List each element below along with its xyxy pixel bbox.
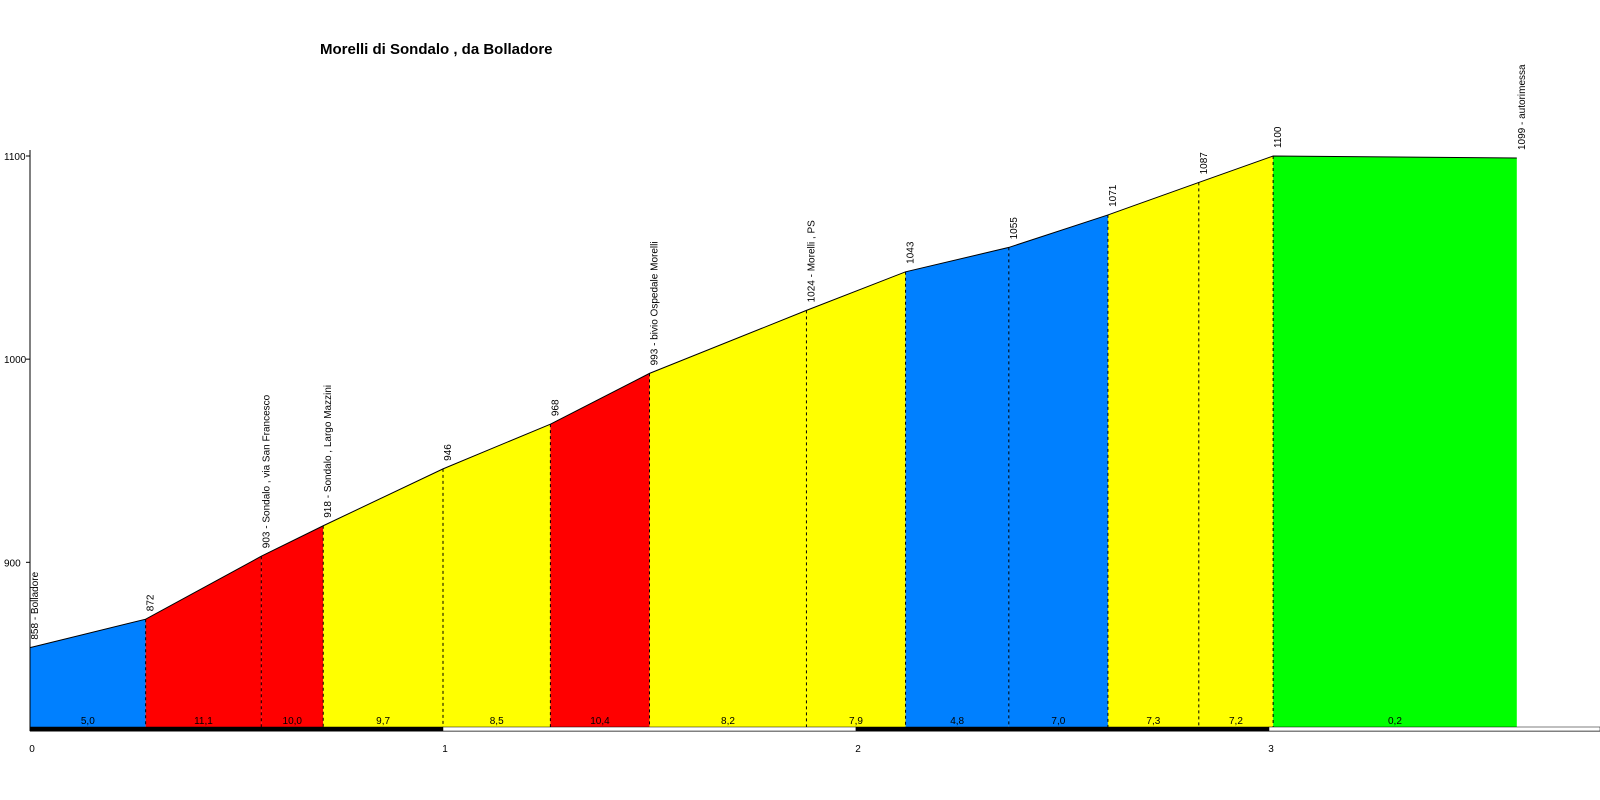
segment-area-3 (261, 525, 324, 731)
segment-area-12 (1198, 156, 1274, 731)
gradient-label-11: 7,3 (1146, 716, 1160, 727)
gradient-label-9: 4,8 (950, 716, 964, 727)
chart-title: Morelli di Sondalo , da Bolladore (320, 41, 553, 58)
gradient-label-4: 9,7 (376, 716, 390, 727)
x-tick-label-2: 2 (855, 744, 861, 755)
point-label-2: 872 (146, 594, 157, 611)
gradient-label-3: 10,0 (283, 716, 303, 727)
gradient-label-13: 0,2 (1388, 716, 1402, 727)
point-label-3: 903 - Sondalo , via San Francesco (261, 394, 272, 548)
point-label-7: 993 - bivio Ospedale Morelli (650, 241, 661, 365)
segment-area-13 (1273, 156, 1517, 731)
x-axis-ticks: 0 1 2 3 (29, 744, 1274, 755)
point-label-13: 1100 (1273, 126, 1284, 148)
elevation-profile-line (29, 155, 1517, 649)
point-label-1: 858 - Bolladore (30, 571, 41, 639)
point-label-6: 968 (550, 399, 561, 416)
point-annotations: 858 - Bolladore 872 903 - Sondalo , via Sa… (30, 64, 1528, 640)
segment-area-4 (323, 468, 443, 731)
segment-area-1 (30, 619, 146, 731)
distance-scale-bar (29, 726, 1600, 732)
gradient-label-2: 11,1 (194, 716, 213, 727)
segment-area-6 (550, 373, 650, 731)
x-tick-label-1: 1 (442, 744, 448, 755)
segment-dividers (145, 156, 1274, 731)
gradient-label-7: 8,2 (721, 716, 735, 727)
gradient-label-1: 5,0 (81, 716, 95, 727)
point-label-5: 946 (443, 444, 454, 461)
gradient-label-6: 10,4 (590, 716, 610, 727)
gradient-label-10: 7,0 (1051, 716, 1065, 727)
segment-area-11 (1107, 182, 1199, 731)
gradient-labels: 5,0 11,1 10,0 9,7 8,5 10,4 8,2 7,9 4,8 7,0 7,3 7,2 0… (81, 716, 1402, 727)
point-label-10: 1055 (1009, 217, 1020, 240)
point-label-12: 1087 (1199, 152, 1210, 175)
segment-area-10 (1008, 214, 1108, 732)
gradient-label-8: 7,9 (849, 716, 863, 727)
point-label-11: 1071 (1108, 184, 1119, 207)
point-label-8: 1024 - Morelli , PS (806, 220, 817, 303)
point-label-4: 918 - Sondalo , Largo Mazzini (323, 385, 334, 518)
y-tick-label-900: 900 (4, 558, 21, 569)
x-tick-label-0: 0 (29, 744, 35, 755)
segment-area-7 (649, 310, 807, 731)
gradient-label-5: 8,5 (490, 716, 504, 727)
segment-area-2 (145, 556, 262, 731)
point-label-9: 1043 (906, 241, 917, 264)
point-label-14: 1099 - autorimessa (1517, 64, 1528, 150)
gradient-label-12: 7,2 (1229, 716, 1243, 727)
y-tick-label-1100: 1100 (4, 152, 26, 163)
gradient-segments (30, 156, 1517, 732)
scale-bar-km-1 (442, 726, 857, 732)
scale-bar-km-0 (29, 726, 444, 732)
segment-area-9 (905, 247, 1009, 731)
x-tick-label-3: 3 (1268, 744, 1274, 755)
scale-bar-km-2 (855, 726, 1270, 732)
y-tick-label-1000: 1000 (4, 355, 27, 366)
segment-area-8 (806, 271, 906, 731)
segment-area-5 (443, 424, 551, 731)
y-axis-ticks: 900 1000 1100 (4, 152, 30, 569)
scale-bar-km-3 (1268, 726, 1600, 732)
